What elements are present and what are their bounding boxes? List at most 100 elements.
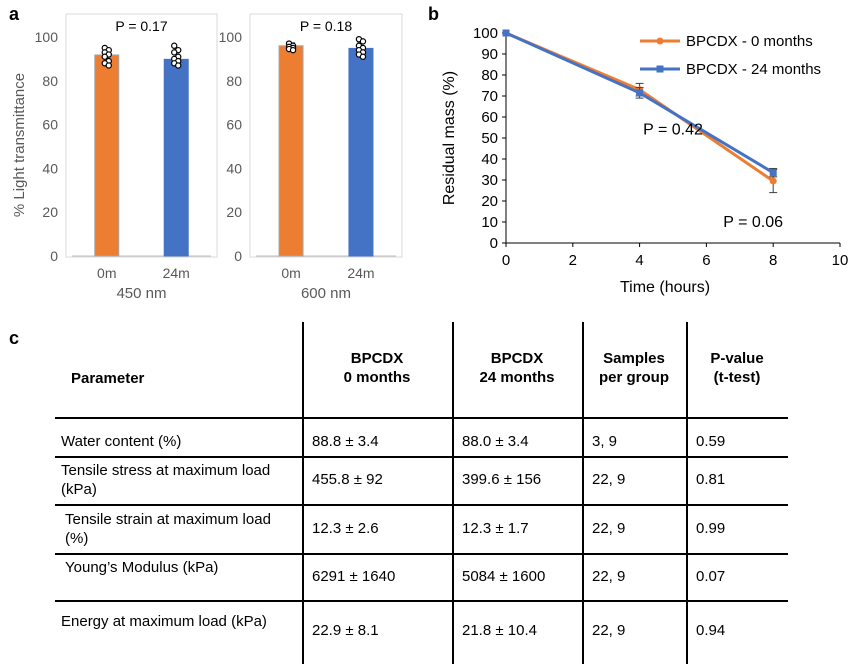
table-header-cell: Parameter: [71, 370, 145, 387]
data-point: [636, 89, 644, 97]
legend-entry: BPCDX - 0 months: [686, 33, 813, 50]
panel-label-c: c: [9, 328, 20, 348]
table-value-cell: 22, 9: [592, 520, 626, 537]
table-value-cell: 5084 ± 1600: [462, 568, 546, 585]
x-tick-label: 6: [702, 252, 710, 269]
bar-0m: [278, 45, 304, 257]
y-tick-label: 20: [226, 204, 242, 220]
y-tick-label: 30: [481, 172, 498, 189]
y-tick-label: 20: [42, 204, 58, 220]
p-value-annotation: P = 0.17: [115, 18, 168, 34]
p-value-annotation: P = 0.18: [300, 18, 353, 34]
y-tick-label: 100: [219, 29, 243, 45]
y-tick-label: 100: [35, 29, 59, 45]
table-value-cell: 0.99: [696, 520, 726, 537]
table-parameter-cell: Energy at maximum load (kPa): [61, 613, 267, 630]
data-point: [289, 46, 297, 54]
x-tick-label: 0m: [281, 265, 300, 281]
table-value-cell: 21.8 ± 10.4: [462, 622, 537, 639]
y-tick-label: 60: [42, 117, 58, 133]
panel-label-b: b: [428, 4, 439, 24]
y-tick-label: 80: [226, 73, 242, 89]
table-header-cell: BPCDX 0 months: [343, 350, 411, 386]
table-parameter-cell: Tensile strain at maximum load (%): [65, 511, 271, 547]
y-tick-label: 40: [42, 160, 58, 176]
x-tick-label: 2: [569, 252, 577, 269]
parameter-table: Parameter BPCDX 0 months BPCDX 24 months Samp…: [55, 322, 788, 664]
y-tick-label: 40: [481, 151, 498, 168]
table-column-divider: [686, 322, 688, 664]
table-column-divider: [452, 322, 454, 664]
table-value-cell: 3, 9: [592, 433, 618, 450]
x-tick-label: 8: [769, 252, 777, 269]
table-value-cell: 0.81: [696, 471, 726, 488]
x-tick-label: 0: [502, 252, 510, 269]
data-point: [105, 62, 112, 69]
table-value-cell: 0.94: [696, 622, 726, 639]
table-value-cell: 455.8 ± 92: [312, 471, 383, 488]
data-point: [769, 177, 777, 185]
p-value-annotation: P = 0.06: [723, 214, 783, 231]
table-header-cell: Samples per group: [599, 350, 669, 386]
data-point: [359, 53, 367, 60]
bar-0m: [94, 54, 120, 257]
table-parameter-cell: Young’s Modulus (kPa): [65, 559, 219, 576]
x-axis-label: 600 nm: [301, 285, 351, 302]
data-point: [769, 169, 777, 177]
table-parameter-cell: Water content (%): [61, 433, 182, 450]
legend-marker: [656, 37, 664, 45]
x-tick-label: 10: [832, 252, 849, 269]
x-tick-label: 0m: [97, 265, 116, 281]
x-axis-label: 450 nm: [116, 285, 166, 302]
data-point: [171, 49, 178, 56]
plot-frame: [65, 13, 218, 258]
y-tick-label: 60: [481, 109, 498, 126]
legend-marker: [656, 65, 664, 73]
y-tick-label: 80: [481, 67, 498, 84]
data-point: [359, 38, 367, 45]
table-value-cell: 88.8 ± 3.4: [312, 433, 379, 450]
y-tick-label: 20: [481, 193, 498, 210]
series-line-1: [505, 31, 774, 174]
table-parameter-cell: Tensile stress at maximum load (kPa): [61, 462, 271, 498]
data-point: [171, 42, 178, 49]
data-point: [175, 62, 182, 69]
legend-entry: BPCDX - 24 months: [686, 61, 821, 78]
table-column-divider: [582, 322, 584, 664]
table-value-cell: 22, 9: [592, 568, 626, 585]
series-line-0: [505, 31, 775, 183]
table-row-divider: [55, 504, 788, 506]
y-axis-label: Residual mass (%): [441, 71, 458, 205]
bar-24m: [348, 47, 374, 257]
x-tick-label: 24m: [163, 265, 190, 281]
table-row-divider: [55, 600, 788, 602]
plot-frame: [249, 13, 403, 258]
table-column-divider: [302, 322, 304, 664]
y-tick-label: 0: [234, 248, 242, 264]
table-value-cell: 0.59: [696, 433, 726, 450]
y-axis-label: % Light transmittance: [11, 73, 28, 217]
data-point: [101, 53, 108, 60]
table-value-cell: 12.3 ± 1.7: [462, 520, 529, 537]
y-tick-label: 80: [42, 73, 58, 89]
panel-label-a: a: [9, 4, 20, 24]
table-header-cell: BPCDX 24 months: [479, 350, 555, 386]
y-tick-label: 70: [481, 88, 498, 105]
y-tick-label: 0: [50, 248, 58, 264]
y-tick-label: 60: [226, 117, 242, 133]
table-value-cell: 22.9 ± 8.1: [312, 622, 379, 639]
y-tick-label: 100: [473, 25, 498, 42]
table-value-cell: 12.3 ± 2.6: [312, 520, 379, 537]
table-header-cell: P-value (t-test): [710, 350, 764, 386]
bar-24m: [163, 58, 189, 257]
y-tick-label: 0: [490, 235, 498, 252]
y-tick-label: 40: [226, 160, 242, 176]
table-row-divider: [55, 456, 788, 458]
p-value-annotation: P = 0.42: [643, 122, 703, 139]
table-value-cell: 22, 9: [592, 471, 626, 488]
x-tick-label: 24m: [347, 265, 374, 281]
table-value-cell: 0.07: [696, 568, 726, 585]
y-tick-label: 90: [481, 46, 498, 63]
y-tick-label: 10: [481, 214, 498, 231]
